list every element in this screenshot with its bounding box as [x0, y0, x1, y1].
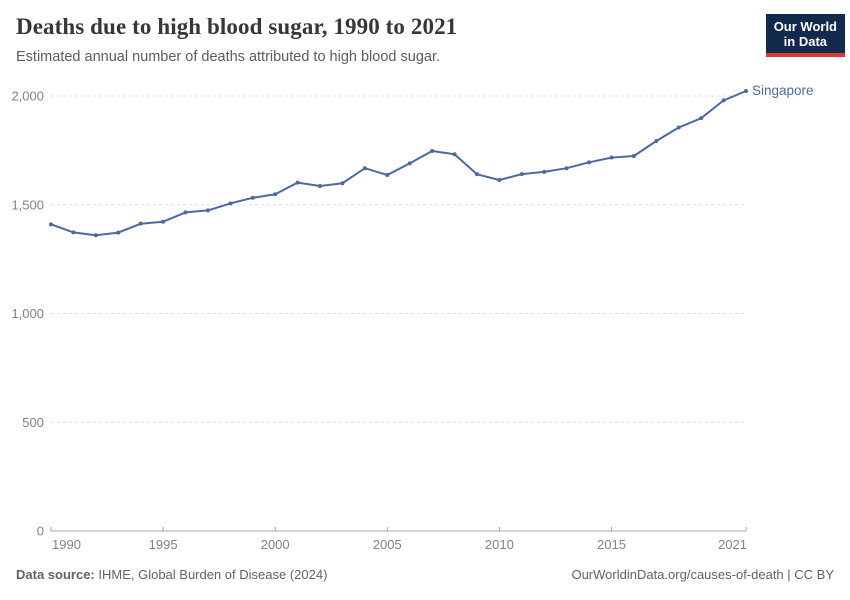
chart-area: 0 500 1,000 1,500 2,000 1990 1995 2000 2005 2010 2… — [0, 80, 850, 560]
y-tick-label: 1,500 — [11, 197, 44, 212]
data-source-text: IHME, Global Burden of Disease (2024) — [94, 567, 328, 582]
chart-footer: Data source: IHME, Global Burden of Dise… — [16, 566, 834, 583]
data-point[interactable] — [138, 221, 143, 226]
page-subtitle: Estimated annual number of deaths attrib… — [16, 49, 441, 65]
series-label[interactable]: Singapore — [752, 83, 814, 98]
data-point[interactable] — [340, 181, 345, 186]
data-point[interactable] — [407, 161, 412, 166]
x-tick-label: 2015 — [597, 537, 626, 552]
data-point[interactable] — [250, 195, 255, 200]
data-point[interactable] — [295, 180, 300, 185]
y-tick-label: 2,000 — [11, 89, 44, 104]
data-point[interactable] — [228, 201, 233, 206]
data-point[interactable] — [631, 154, 636, 159]
data-point[interactable] — [744, 88, 748, 93]
data-point[interactable] — [318, 184, 323, 189]
data-point[interactable] — [564, 166, 569, 171]
x-tick-label: 2005 — [373, 537, 402, 552]
x-tick-label: 2010 — [485, 537, 514, 552]
page-title: Deaths due to high blood sugar, 1990 to … — [16, 14, 458, 39]
credit-link[interactable]: OurWorldinData.org/causes-of-death | CC … — [571, 567, 834, 582]
data-point[interactable] — [609, 155, 614, 160]
data-point[interactable] — [273, 192, 278, 197]
x-tick-label: 1995 — [149, 537, 178, 552]
data-line — [50, 90, 747, 237]
data-point[interactable] — [676, 125, 681, 130]
data-point[interactable] — [49, 222, 53, 227]
owid-logo-line2: in Data — [783, 34, 828, 49]
x-tick-label: 2000 — [261, 537, 290, 552]
chart-header: Deaths due to high blood sugar, 1990 to … — [16, 12, 834, 66]
data-point[interactable] — [430, 149, 435, 154]
data-point[interactable] — [519, 172, 524, 177]
data-point[interactable] — [721, 98, 726, 103]
data-point[interactable] — [452, 152, 457, 157]
data-point[interactable] — [161, 219, 166, 224]
owid-logo: Our World in Data — [765, 14, 845, 57]
data-point[interactable] — [362, 166, 367, 171]
data-point[interactable] — [93, 233, 98, 238]
y-tick-label: 1,000 — [11, 306, 44, 321]
y-tick-label: 0 — [37, 524, 44, 539]
data-point[interactable] — [654, 139, 659, 144]
data-point[interactable] — [699, 116, 704, 121]
data-point[interactable] — [71, 230, 76, 235]
y-tick-label: 500 — [22, 415, 44, 430]
data-point[interactable] — [497, 177, 502, 182]
x-tick-label: 1990 — [52, 537, 81, 552]
owid-logo-line1: Our World — [773, 19, 837, 34]
data-point[interactable] — [587, 160, 592, 165]
data-point[interactable] — [183, 210, 188, 215]
line-chart: 0 500 1,000 1,500 2,000 1990 1995 2000 2005 2010 2… — [11, 83, 814, 552]
x-tick-label: 2021 — [718, 537, 747, 552]
data-point[interactable] — [385, 172, 390, 177]
data-point[interactable] — [116, 230, 121, 235]
data-point[interactable] — [205, 208, 210, 213]
data-source-label: Data source: — [16, 567, 95, 582]
data-source: Data source: IHME, Global Burden of Dise… — [16, 566, 327, 583]
data-point[interactable] — [474, 172, 479, 177]
data-point[interactable] — [542, 169, 547, 174]
